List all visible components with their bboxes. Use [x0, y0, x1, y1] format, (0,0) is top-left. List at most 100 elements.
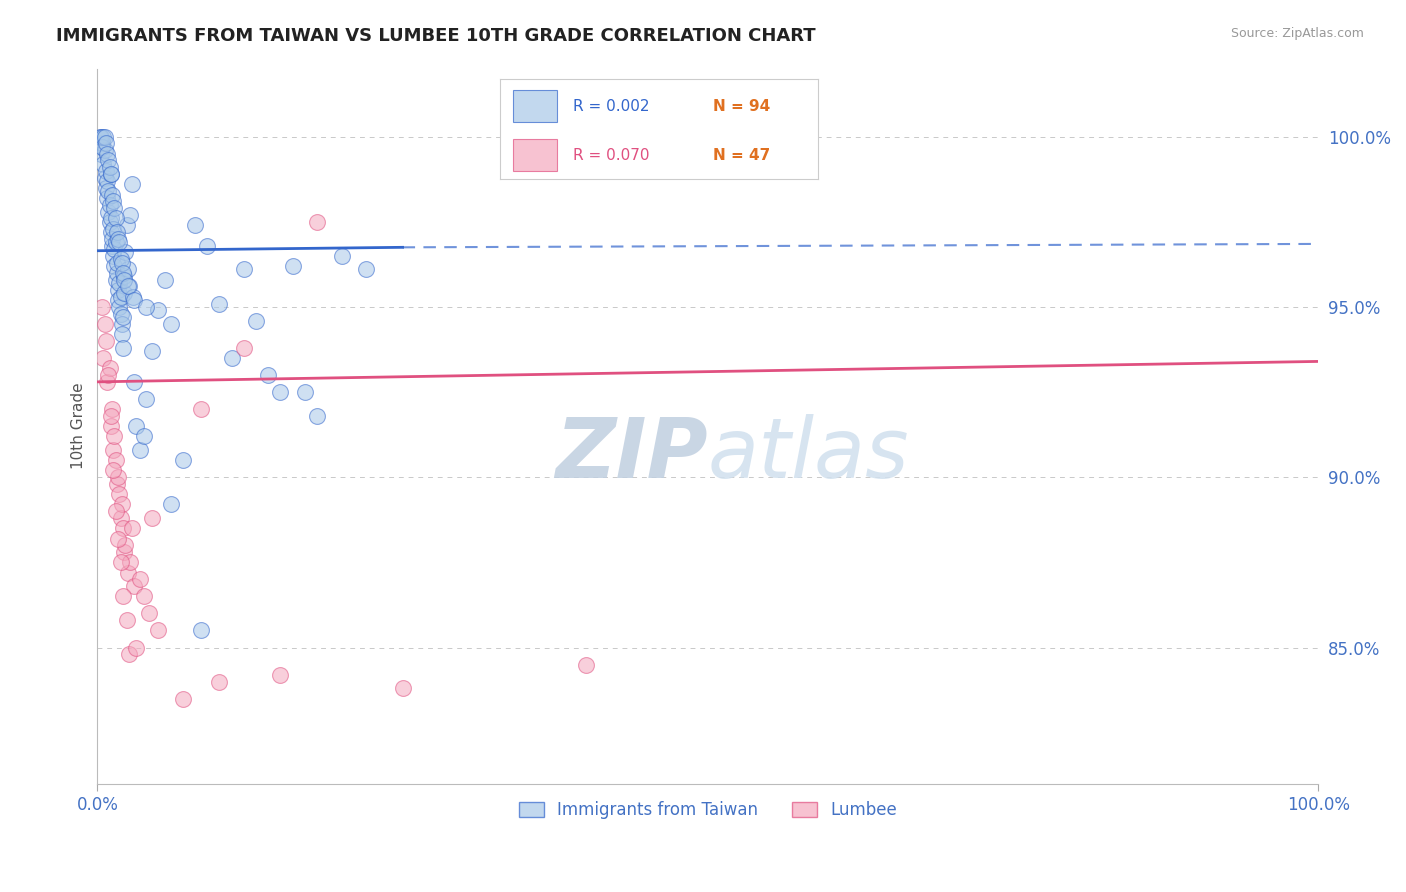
Point [93, 157, 115, 171]
Point [117, 566, 139, 580]
Point [91, 300, 114, 314]
Point [294, 385, 316, 400]
Point [129, 442, 152, 457]
Point [118, 279, 141, 293]
Point [94, 163, 117, 178]
Point [115, 218, 138, 232]
Point [111, 266, 134, 280]
Point [96, 174, 118, 188]
Point [100, 419, 122, 434]
Point [148, 303, 170, 318]
Point [132, 429, 155, 443]
Point [101, 187, 124, 202]
Point [245, 313, 267, 327]
Point [135, 392, 157, 406]
Text: atlas: atlas [707, 414, 910, 495]
Point [121, 521, 143, 535]
Point [93, 317, 115, 331]
Text: Source: ZipAtlas.com: Source: ZipAtlas.com [1230, 27, 1364, 40]
Point [104, 273, 127, 287]
Point [110, 252, 132, 267]
Point [112, 269, 135, 284]
Point [111, 317, 134, 331]
Point [118, 648, 141, 662]
Point [101, 238, 124, 252]
Point [90, 146, 112, 161]
Point [103, 194, 125, 209]
Point [93, 129, 115, 144]
Point [758, 112, 780, 127]
Text: ZIP: ZIP [555, 414, 707, 495]
Point [575, 657, 598, 672]
Point [111, 327, 134, 342]
Point [100, 167, 122, 181]
Point [112, 273, 135, 287]
Point [96, 146, 118, 161]
Y-axis label: 10th Grade: 10th Grade [72, 383, 86, 469]
Point [172, 691, 194, 706]
Point [103, 463, 125, 477]
Point [103, 249, 125, 263]
Point [100, 167, 122, 181]
Point [114, 538, 136, 552]
Point [93, 351, 115, 365]
Point [122, 375, 145, 389]
Point [190, 624, 212, 638]
Text: IMMIGRANTS FROM TAIWAN VS LUMBEE 10TH GRADE CORRELATION CHART: IMMIGRANTS FROM TAIWAN VS LUMBEE 10TH GR… [56, 27, 815, 45]
Point [159, 317, 181, 331]
Point [122, 293, 145, 307]
Point [132, 590, 155, 604]
Point [103, 221, 125, 235]
Point [108, 487, 131, 501]
Point [159, 498, 181, 512]
Point [96, 375, 118, 389]
Point [103, 429, 125, 443]
Point [232, 262, 254, 277]
Legend: Immigrants from Taiwan, Lumbee: Immigrants from Taiwan, Lumbee [512, 794, 904, 825]
Point [330, 249, 353, 263]
Point [93, 143, 115, 157]
Point [111, 521, 134, 535]
Point [107, 293, 129, 307]
Point [98, 161, 121, 175]
Point [125, 640, 148, 655]
Point [103, 259, 125, 273]
Point [100, 225, 122, 239]
Point [232, 341, 254, 355]
Point [100, 211, 122, 226]
Point [105, 266, 128, 280]
Point [221, 351, 243, 365]
Point [107, 283, 129, 297]
Point [129, 573, 152, 587]
Point [115, 613, 138, 627]
Point [98, 361, 121, 376]
Point [101, 232, 124, 246]
Point [97, 204, 120, 219]
Point [111, 498, 134, 512]
Point [105, 477, 128, 491]
Point [208, 296, 231, 310]
Point [138, 607, 160, 621]
Point [111, 341, 134, 355]
Point [104, 235, 127, 250]
Point [257, 368, 280, 382]
Point [94, 334, 117, 348]
Point [307, 409, 329, 423]
Point [117, 262, 139, 277]
Point [108, 235, 131, 250]
Point [190, 402, 212, 417]
Point [103, 242, 125, 256]
Point [112, 545, 135, 559]
Point [148, 624, 170, 638]
Point [195, 238, 218, 252]
Point [90, 129, 112, 144]
Point [111, 255, 134, 269]
Point [307, 215, 329, 229]
Point [108, 300, 131, 314]
Point [93, 129, 115, 144]
Point [269, 385, 291, 400]
Point [121, 178, 143, 192]
Point [125, 419, 148, 434]
Point [108, 276, 131, 290]
Point [354, 262, 377, 277]
